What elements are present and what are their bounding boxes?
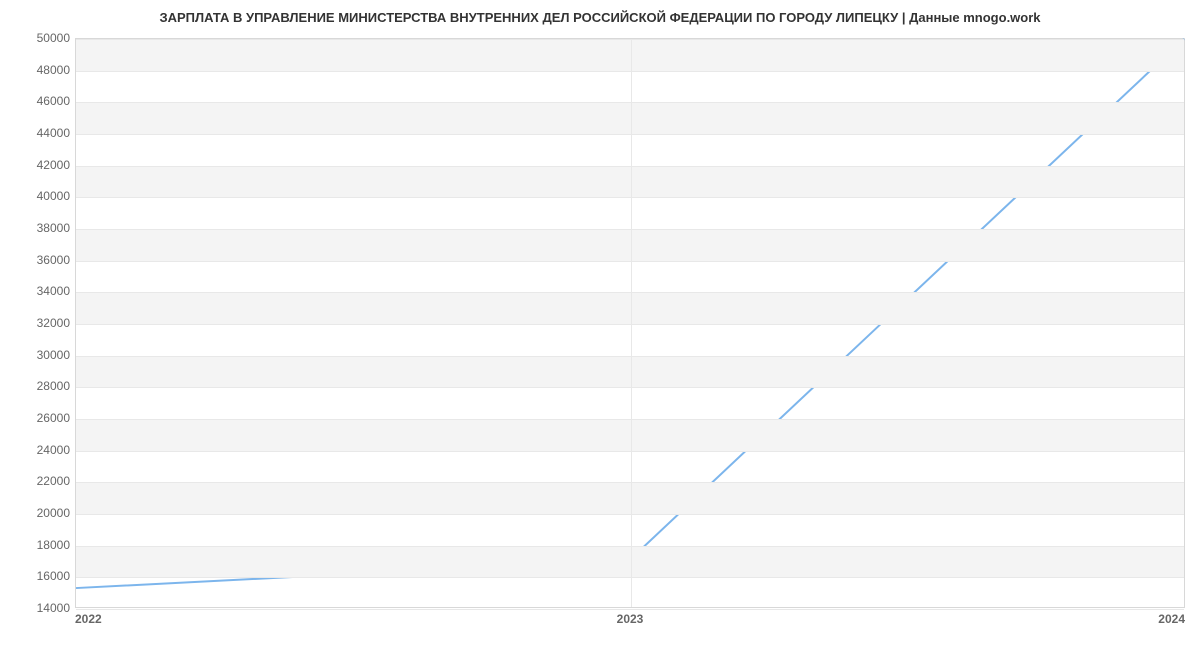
y-grid-line [76, 451, 1184, 452]
y-grid-line [76, 292, 1184, 293]
y-tick-label: 48000 [10, 63, 70, 77]
y-tick-label: 22000 [10, 474, 70, 488]
chart-title: ЗАРПЛАТА В УПРАВЛЕНИЕ МИНИСТЕРСТВА ВНУТР… [0, 0, 1200, 33]
grid-band [76, 292, 1184, 324]
y-tick-label: 38000 [10, 221, 70, 235]
y-grid-line [76, 166, 1184, 167]
y-tick-label: 18000 [10, 538, 70, 552]
y-tick-label: 16000 [10, 569, 70, 583]
y-grid-line [76, 577, 1184, 578]
y-tick-label: 40000 [10, 189, 70, 203]
y-grid-line [76, 546, 1184, 547]
y-grid-line [76, 514, 1184, 515]
y-tick-label: 44000 [10, 126, 70, 140]
x-tick-label: 2022 [75, 612, 102, 626]
grid-band [76, 166, 1184, 198]
y-grid-line [76, 419, 1184, 420]
y-grid-line [76, 261, 1184, 262]
y-grid-line [76, 356, 1184, 357]
y-tick-label: 24000 [10, 443, 70, 457]
y-grid-line [76, 229, 1184, 230]
y-tick-label: 42000 [10, 158, 70, 172]
y-grid-line [76, 482, 1184, 483]
grid-band [76, 229, 1184, 261]
y-tick-label: 46000 [10, 94, 70, 108]
grid-band [76, 546, 1184, 578]
x-tick-label: 2023 [617, 612, 644, 626]
y-tick-label: 50000 [10, 31, 70, 45]
salary-line-chart: ЗАРПЛАТА В УПРАВЛЕНИЕ МИНИСТЕРСТВА ВНУТР… [0, 0, 1200, 650]
y-tick-label: 36000 [10, 253, 70, 267]
y-tick-label: 28000 [10, 379, 70, 393]
y-grid-line [76, 102, 1184, 103]
y-grid-line [76, 39, 1184, 40]
y-tick-label: 32000 [10, 316, 70, 330]
y-tick-label: 30000 [10, 348, 70, 362]
y-tick-label: 26000 [10, 411, 70, 425]
y-grid-line [76, 324, 1184, 325]
grid-band [76, 102, 1184, 134]
y-tick-label: 20000 [10, 506, 70, 520]
y-tick-label: 34000 [10, 284, 70, 298]
y-tick-label: 14000 [10, 601, 70, 615]
grid-band [76, 419, 1184, 451]
y-grid-line [76, 609, 1184, 610]
y-grid-line [76, 197, 1184, 198]
y-grid-line [76, 387, 1184, 388]
grid-band [76, 39, 1184, 71]
x-tick-label: 2024 [1158, 612, 1185, 626]
grid-band [76, 356, 1184, 388]
grid-band [76, 482, 1184, 514]
y-grid-line [76, 134, 1184, 135]
x-grid-line [631, 39, 632, 607]
y-grid-line [76, 71, 1184, 72]
plot-area [75, 38, 1185, 608]
